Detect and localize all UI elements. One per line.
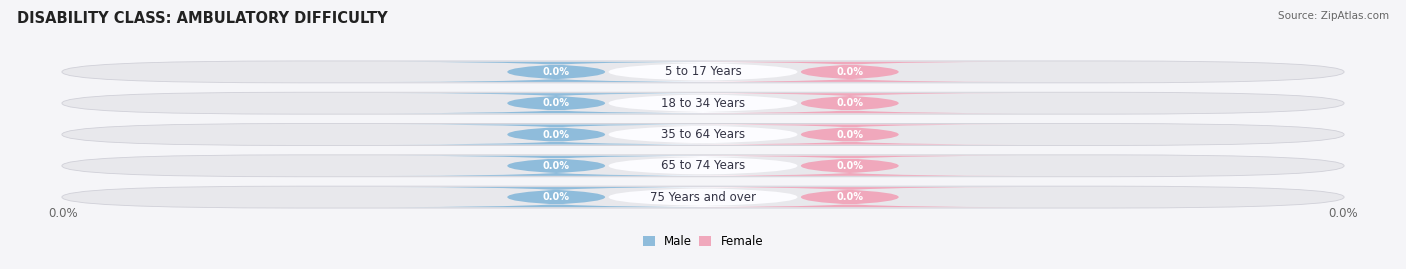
Text: 5 to 17 Years: 5 to 17 Years [665, 65, 741, 78]
FancyBboxPatch shape [389, 125, 723, 144]
Text: 0.0%: 0.0% [837, 98, 863, 108]
FancyBboxPatch shape [683, 125, 1017, 144]
Text: 75 Years and over: 75 Years and over [650, 191, 756, 204]
FancyBboxPatch shape [683, 156, 1017, 176]
Text: 0.0%: 0.0% [48, 207, 77, 220]
FancyBboxPatch shape [62, 123, 1344, 146]
Text: 65 to 74 Years: 65 to 74 Years [661, 159, 745, 172]
Text: 0.0%: 0.0% [837, 129, 863, 140]
Text: 0.0%: 0.0% [543, 98, 569, 108]
FancyBboxPatch shape [582, 93, 824, 113]
Legend: Male, Female: Male, Female [638, 230, 768, 253]
FancyBboxPatch shape [389, 93, 723, 113]
FancyBboxPatch shape [582, 125, 824, 144]
FancyBboxPatch shape [683, 62, 1017, 82]
Text: 0.0%: 0.0% [837, 67, 863, 77]
Text: 18 to 34 Years: 18 to 34 Years [661, 97, 745, 110]
Text: 0.0%: 0.0% [837, 161, 863, 171]
Text: 0.0%: 0.0% [543, 67, 569, 77]
Text: 0.0%: 0.0% [543, 192, 569, 202]
FancyBboxPatch shape [683, 187, 1017, 207]
FancyBboxPatch shape [582, 187, 824, 207]
Text: 0.0%: 0.0% [1329, 207, 1358, 220]
FancyBboxPatch shape [62, 61, 1344, 83]
FancyBboxPatch shape [683, 93, 1017, 113]
FancyBboxPatch shape [62, 155, 1344, 177]
Text: 0.0%: 0.0% [543, 161, 569, 171]
Text: 0.0%: 0.0% [543, 129, 569, 140]
Text: DISABILITY CLASS: AMBULATORY DIFFICULTY: DISABILITY CLASS: AMBULATORY DIFFICULTY [17, 11, 388, 26]
Text: Source: ZipAtlas.com: Source: ZipAtlas.com [1278, 11, 1389, 21]
FancyBboxPatch shape [62, 186, 1344, 208]
FancyBboxPatch shape [389, 62, 723, 82]
FancyBboxPatch shape [62, 92, 1344, 114]
FancyBboxPatch shape [582, 156, 824, 176]
Text: 35 to 64 Years: 35 to 64 Years [661, 128, 745, 141]
FancyBboxPatch shape [389, 156, 723, 176]
FancyBboxPatch shape [389, 187, 723, 207]
Text: 0.0%: 0.0% [837, 192, 863, 202]
FancyBboxPatch shape [582, 62, 824, 82]
